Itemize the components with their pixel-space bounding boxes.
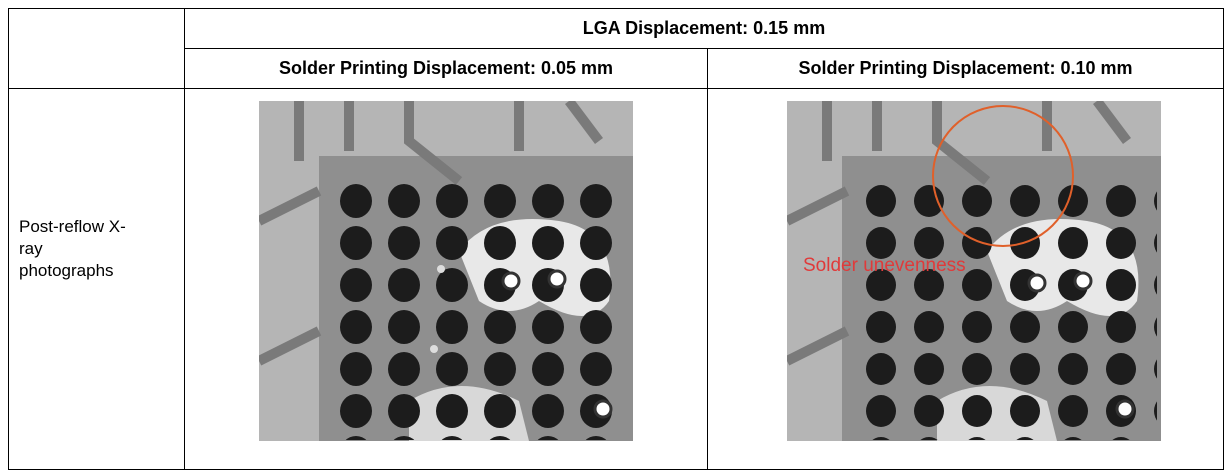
image-cell: Solder unevenness xyxy=(706,88,1225,470)
xray-photo xyxy=(259,101,633,441)
comparison-table: LGA Displacement: 0.15 mm Solder Printin… xyxy=(8,8,1225,470)
group-header: LGA Displacement: 0.15 mm xyxy=(183,8,1225,49)
annotation: Solder unevenness xyxy=(803,255,966,276)
row-label-cell: Post-reflow X-ray photographs xyxy=(8,88,185,470)
row-label: Post-reflow X-ray photographs xyxy=(19,217,126,280)
column-header: Solder Printing Displacement: 0.05 mm xyxy=(184,48,708,89)
xray-photo: Solder unevenness xyxy=(787,101,1161,441)
image-cell xyxy=(184,88,708,470)
corner-cell xyxy=(8,8,185,89)
column-header: Solder Printing Displacement: 0.10 mm xyxy=(706,48,1225,89)
page: {"table": {"header": {"group": "LGA Disp… xyxy=(8,8,1225,470)
